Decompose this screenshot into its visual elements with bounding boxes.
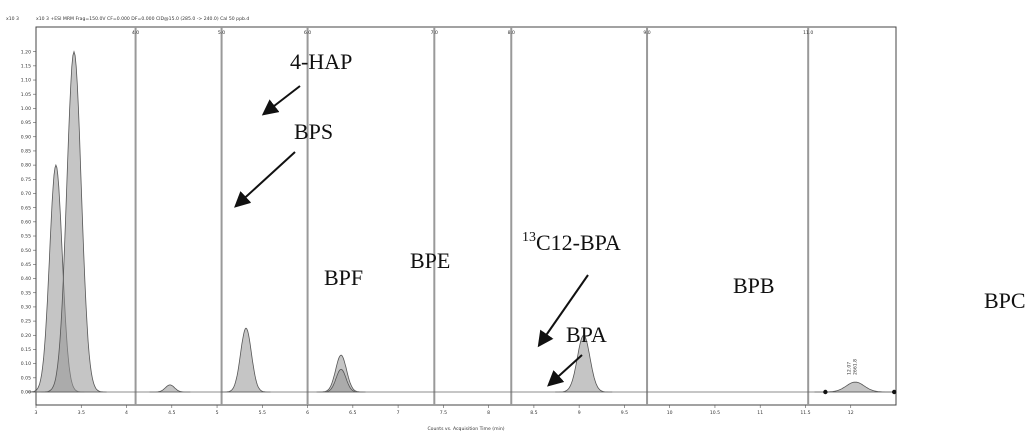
peak-label-text: 2661.8 xyxy=(853,359,859,375)
x-tick-label: 8 xyxy=(487,410,490,416)
y-tick-label: 0.25 xyxy=(21,319,31,325)
x-tick-label: 3 xyxy=(35,410,38,416)
y-tick-label: 0.80 xyxy=(21,163,31,169)
x-tick-label: 5.5 xyxy=(259,410,266,416)
annotation-4-hap: 4-HAP xyxy=(290,49,352,74)
x-tick-label: 10.5 xyxy=(710,410,720,416)
baseline-marker-left xyxy=(823,389,828,395)
y-tick-label: 0.50 xyxy=(21,248,31,254)
segment-boundary-label: 5.0 xyxy=(218,30,225,36)
isotope-superscript: 13 xyxy=(522,230,536,245)
x-tick-label: 11.5 xyxy=(800,410,810,416)
arrow-bps xyxy=(234,151,296,208)
arrow-13c12-bpa xyxy=(537,274,589,348)
x-tick-label: 6.5 xyxy=(349,410,356,416)
x-tick-label: 12 xyxy=(848,410,854,416)
y-axis-unit-label: x10 3 xyxy=(6,16,19,22)
x-tick-label: 6 xyxy=(306,410,309,416)
y-tick-label: 0.30 xyxy=(21,305,31,311)
segment-boundary-label: 4.0 xyxy=(132,30,139,36)
arrow-bpa xyxy=(547,354,583,387)
compound-annotations: 4-HAP BPS BPF BPE 13C12-BPA BPA BPB BPC xyxy=(234,49,1026,387)
x-tick-label: 7.5 xyxy=(440,410,447,416)
segment-boundary-label: 11.0 xyxy=(803,30,813,36)
y-tick-label: 1.15 xyxy=(21,63,31,69)
plot-frame xyxy=(35,26,897,406)
annotation-bpc: BPC xyxy=(984,288,1026,313)
arrow-4-hap xyxy=(261,85,301,116)
annotation-bpf: BPF xyxy=(324,265,363,290)
chromatogram-peak xyxy=(555,334,613,393)
y-tick-label: 0.60 xyxy=(21,219,31,225)
x-tick-label: 7 xyxy=(397,410,400,416)
segment-boundaries: 4.0 5.0 6.0 7.0 8.0 9.0 11.0 xyxy=(132,27,813,405)
y-tick-label: 0.65 xyxy=(21,205,31,211)
y-tick-label: 1.20 xyxy=(21,49,31,55)
y-tick-label: 0.90 xyxy=(21,134,31,140)
chromatogram-peak xyxy=(41,50,107,393)
x-axis-label: Counts vs. Acquisition Time (min) xyxy=(427,426,504,432)
segment-boundary-label: 7.0 xyxy=(431,30,438,36)
y-tick-label: 1.05 xyxy=(21,92,31,98)
x-tick-label: 11 xyxy=(757,410,763,416)
x-tick-label: 5 xyxy=(216,410,219,416)
y-axis-ticks: 0.00 0.05 0.10 0.15 0.20 0.25 0.30 0.35 0.40 0.45… xyxy=(21,49,36,396)
y-tick-label: 1.10 xyxy=(21,78,31,84)
y-tick-label: 0.10 xyxy=(21,361,31,367)
x-axis-ticks: 3 3.5 4 4.5 5 5.5 6 6.5 7 7.5 8 8.5 9 9.5 10 10.5 11 11.5… xyxy=(35,405,854,416)
segment-boundary-label: 9.0 xyxy=(643,30,650,36)
peak-series xyxy=(27,50,897,395)
segment-boundary-label: 6.0 xyxy=(304,30,311,36)
annotation-bpa: BPA xyxy=(566,322,607,347)
chart-header: x10 3 +ESI MRM Frag=150.0V CF=0.000 DF=0… xyxy=(36,16,249,22)
annotation-bpe: BPE xyxy=(410,248,450,273)
peak-label-text: 12.07 xyxy=(847,362,853,375)
y-tick-label: 0.70 xyxy=(21,191,31,197)
y-tick-label: 0.75 xyxy=(21,177,31,183)
x-tick-label: 4.5 xyxy=(168,410,175,416)
x-tick-label: 9 xyxy=(578,410,581,416)
y-tick-label: 0.05 xyxy=(21,375,31,381)
y-tick-label: 0.00 xyxy=(21,390,31,396)
y-tick-label: 0.45 xyxy=(21,262,31,268)
y-tick-label: 0.20 xyxy=(21,333,31,339)
y-tick-label: 0.35 xyxy=(21,290,31,296)
annotation-bps: BPS xyxy=(294,119,333,144)
annotation-13c12-bpa: 13C12-BPA xyxy=(522,230,621,255)
y-tick-label: 0.40 xyxy=(21,276,31,282)
chromatogram-peak xyxy=(221,327,271,393)
x-tick-label: 3.5 xyxy=(78,410,85,416)
segment-boundary-label: 8.0 xyxy=(508,30,515,36)
x-tick-label: 8.5 xyxy=(530,410,537,416)
y-tick-label: 0.85 xyxy=(21,149,31,155)
y-tick-label: 0.55 xyxy=(21,234,31,240)
x-tick-label: 9.5 xyxy=(621,410,628,416)
annotation-bpb: BPB xyxy=(733,273,775,298)
x-tick-label: 4 xyxy=(125,410,128,416)
y-tick-label: 1.00 xyxy=(21,106,31,112)
x-tick-label: 10 xyxy=(667,410,673,416)
y-tick-label: 0.95 xyxy=(21,120,31,126)
peak-label: 12.07 2661.8 xyxy=(847,359,859,375)
isotope-label: C12-BPA xyxy=(536,230,621,255)
baseline-marker-right xyxy=(891,389,897,395)
y-tick-label: 0.15 xyxy=(21,347,31,353)
